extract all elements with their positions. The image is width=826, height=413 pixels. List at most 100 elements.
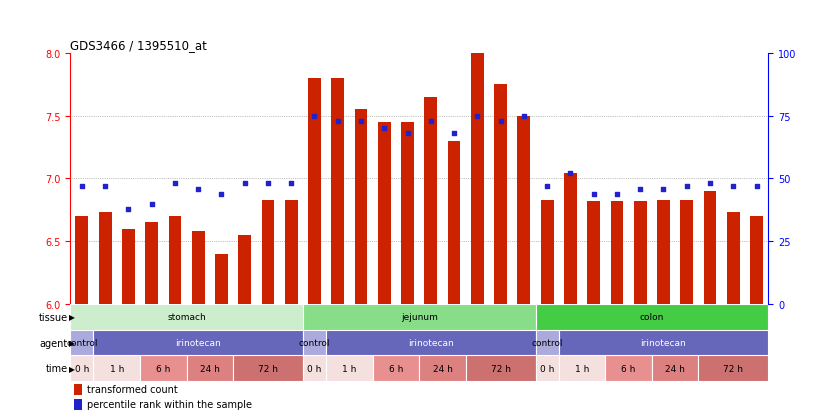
Text: 1 h: 1 h bbox=[342, 364, 357, 373]
Bar bbox=[303, 304, 535, 330]
Text: agent: agent bbox=[40, 338, 68, 348]
Point bbox=[261, 181, 274, 188]
Text: 24 h: 24 h bbox=[433, 364, 453, 373]
Bar bbox=[303, 330, 326, 356]
Text: tissue: tissue bbox=[39, 312, 68, 322]
Bar bbox=[303, 356, 326, 381]
Bar bbox=[535, 330, 559, 356]
Bar bbox=[308, 79, 320, 304]
Text: transformed count: transformed count bbox=[87, 385, 178, 394]
Text: 72 h: 72 h bbox=[724, 364, 743, 373]
Text: 72 h: 72 h bbox=[258, 364, 278, 373]
Bar bbox=[420, 356, 466, 381]
Text: 0 h: 0 h bbox=[74, 364, 89, 373]
Point bbox=[98, 183, 112, 190]
Point bbox=[145, 201, 159, 207]
Point bbox=[401, 131, 414, 137]
Text: control: control bbox=[299, 338, 330, 347]
Bar bbox=[494, 85, 507, 304]
Text: 72 h: 72 h bbox=[491, 364, 510, 373]
Text: 6 h: 6 h bbox=[156, 364, 170, 373]
Text: jejunum: jejunum bbox=[401, 313, 438, 322]
Point bbox=[727, 183, 740, 190]
Text: time: time bbox=[45, 363, 68, 373]
Text: 24 h: 24 h bbox=[665, 364, 685, 373]
Text: stomach: stomach bbox=[167, 313, 206, 322]
Bar bbox=[425, 97, 437, 304]
Point bbox=[517, 113, 530, 120]
Bar bbox=[657, 200, 670, 304]
Point bbox=[471, 113, 484, 120]
Bar bbox=[610, 202, 624, 304]
Bar bbox=[704, 192, 716, 304]
Text: 6 h: 6 h bbox=[621, 364, 636, 373]
Point bbox=[75, 183, 88, 190]
Point bbox=[169, 181, 182, 188]
Bar bbox=[750, 217, 763, 304]
Point bbox=[354, 118, 368, 125]
Text: GDS3466 / 1395510_at: GDS3466 / 1395510_at bbox=[70, 39, 207, 52]
Bar bbox=[699, 356, 768, 381]
Bar bbox=[93, 330, 303, 356]
Bar bbox=[354, 110, 368, 304]
Text: 0 h: 0 h bbox=[307, 364, 321, 373]
Point bbox=[192, 186, 205, 192]
Bar bbox=[70, 356, 93, 381]
Point bbox=[121, 206, 135, 212]
Bar bbox=[70, 330, 93, 356]
Bar bbox=[541, 200, 553, 304]
Text: irinotecan: irinotecan bbox=[175, 338, 221, 347]
Bar bbox=[401, 123, 414, 304]
Bar bbox=[558, 356, 605, 381]
Bar bbox=[466, 356, 535, 381]
Bar bbox=[262, 200, 274, 304]
Point bbox=[657, 186, 670, 192]
Point bbox=[448, 131, 461, 137]
Text: irinotecan: irinotecan bbox=[408, 338, 453, 347]
Point bbox=[587, 191, 601, 197]
Text: 1 h: 1 h bbox=[110, 364, 124, 373]
Point bbox=[540, 183, 553, 190]
Bar bbox=[634, 202, 647, 304]
Point bbox=[750, 183, 763, 190]
Bar bbox=[681, 200, 693, 304]
Point bbox=[377, 126, 391, 132]
Text: irinotecan: irinotecan bbox=[641, 338, 686, 347]
Text: control: control bbox=[66, 338, 97, 347]
Bar bbox=[74, 385, 82, 395]
Point bbox=[238, 181, 251, 188]
Text: control: control bbox=[531, 338, 563, 347]
Bar bbox=[74, 399, 82, 410]
Point bbox=[285, 181, 298, 188]
Bar bbox=[285, 200, 297, 304]
Bar bbox=[215, 254, 228, 304]
Bar bbox=[535, 304, 768, 330]
Text: 0 h: 0 h bbox=[540, 364, 554, 373]
Point bbox=[425, 118, 438, 125]
Bar bbox=[378, 123, 391, 304]
Text: ▶: ▶ bbox=[69, 364, 75, 373]
Bar bbox=[326, 356, 373, 381]
Point bbox=[215, 191, 228, 197]
Bar bbox=[326, 330, 535, 356]
Bar bbox=[605, 356, 652, 381]
Bar bbox=[75, 217, 88, 304]
Text: 24 h: 24 h bbox=[200, 364, 220, 373]
Bar bbox=[518, 116, 530, 304]
Bar bbox=[140, 356, 187, 381]
Text: 1 h: 1 h bbox=[575, 364, 589, 373]
Text: 6 h: 6 h bbox=[389, 364, 403, 373]
Bar bbox=[233, 356, 303, 381]
Text: percentile rank within the sample: percentile rank within the sample bbox=[87, 399, 252, 409]
Bar bbox=[331, 79, 344, 304]
Bar bbox=[239, 235, 251, 304]
Bar bbox=[535, 356, 559, 381]
Bar bbox=[122, 229, 135, 304]
Text: ▶: ▶ bbox=[69, 313, 75, 322]
Point bbox=[564, 171, 577, 177]
Bar bbox=[448, 141, 460, 304]
Bar bbox=[471, 54, 484, 304]
Bar bbox=[169, 217, 181, 304]
Point bbox=[610, 191, 624, 197]
Point bbox=[494, 118, 507, 125]
